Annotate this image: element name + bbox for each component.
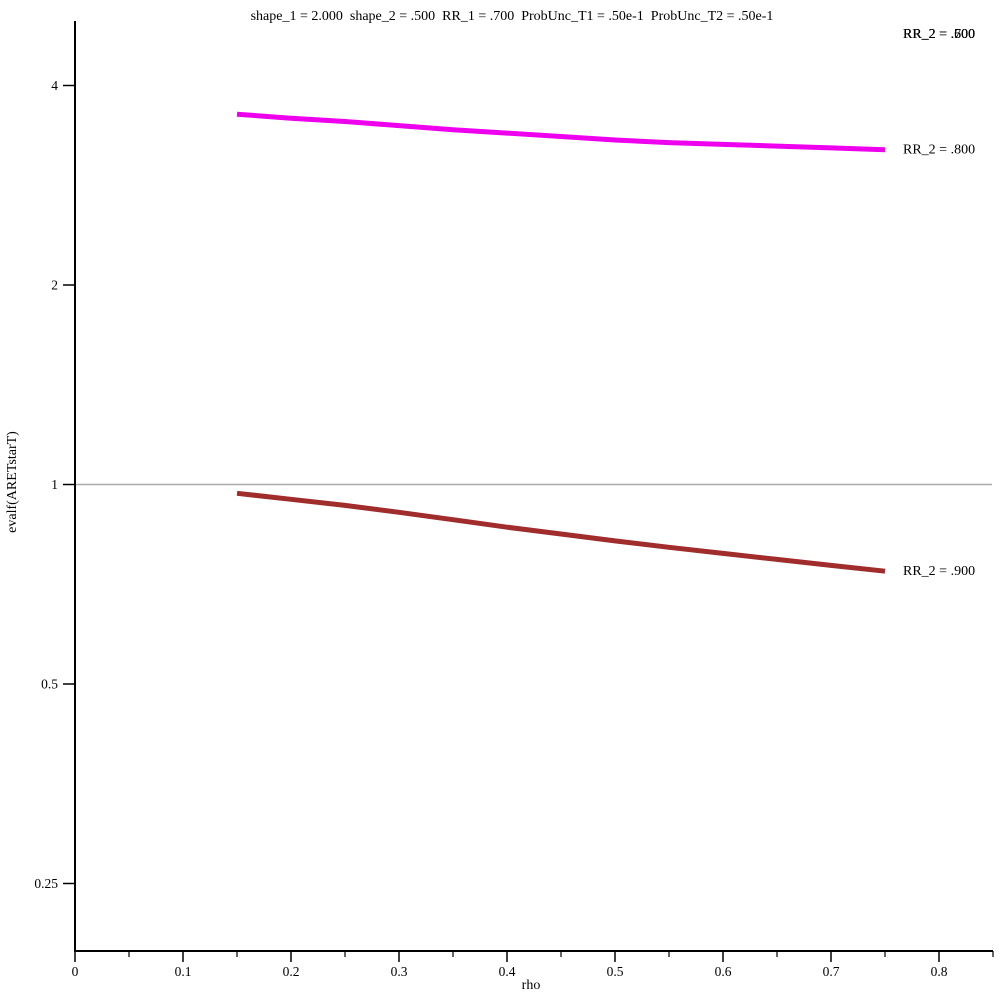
series-label: RR_2 = .800	[903, 143, 975, 158]
x-axis-label: rho	[522, 978, 541, 993]
y-tick-label: 2	[51, 278, 58, 293]
offscale-series-label: RR_2 = .500	[903, 27, 975, 42]
offscale-series-label: RR_2 = .700	[903, 27, 975, 42]
x-tick-label: 0.6	[715, 964, 732, 979]
offscale-series-label: RR_2 = .600	[903, 27, 975, 42]
y-tick-label: 1	[51, 477, 58, 492]
x-tick-label: 0.8	[931, 964, 948, 979]
x-tick-label: 0.7	[823, 964, 840, 979]
series-line	[236, 490, 886, 574]
x-tick-label: 0.4	[499, 964, 516, 979]
axis-lines	[74, 21, 993, 952]
series-line	[236, 111, 886, 153]
x-tick-label: 0	[72, 964, 79, 979]
x-tick-label: 0.2	[283, 964, 300, 979]
x-tick-label: 0.5	[607, 964, 624, 979]
chart-title: shape_1 = 2.000 shape_2 = .500 RR_1 = .7…	[251, 9, 774, 24]
y-tick-label: 0.25	[34, 876, 58, 891]
y-tick-label: 0.5	[41, 677, 58, 692]
y-axis-label: evalf(ARETstarT)	[5, 431, 20, 533]
plot-layer: 0 0.1 0.2 0.3 0.4 0.5 0.6 0.7 0.8 4 2 1 0.5 0.25 RR_2 …	[34, 21, 994, 979]
y-tick-label: 4	[51, 78, 58, 93]
series-label: RR_2 = .900	[903, 564, 975, 579]
x-tick-label: 0.3	[391, 964, 408, 979]
x-tick-label: 0.1	[175, 964, 192, 979]
